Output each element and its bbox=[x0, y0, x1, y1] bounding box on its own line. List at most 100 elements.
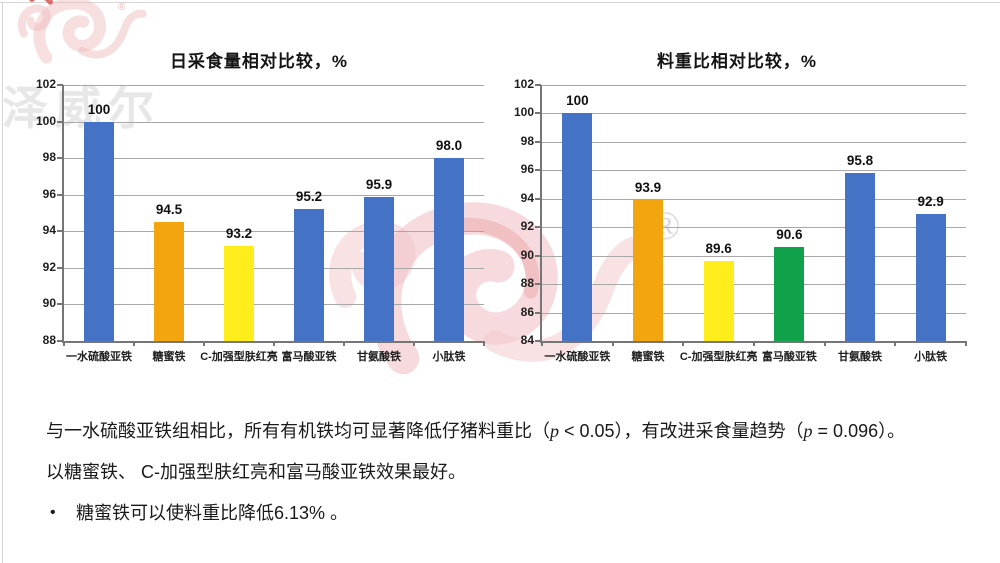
bar-value-label: 90.6 bbox=[776, 227, 803, 243]
bar-value-label: 93.9 bbox=[634, 180, 662, 196]
p-value-symbol: p bbox=[550, 421, 559, 441]
x-axis-tick bbox=[823, 341, 826, 346]
gridline bbox=[64, 158, 484, 160]
conclusion-line-1-text: < 0.05），有改进采食量趋势（ bbox=[559, 421, 804, 441]
bar bbox=[562, 113, 593, 341]
gridline bbox=[542, 284, 966, 286]
x-tick-label: 一水硫酸亚铁 bbox=[66, 351, 132, 363]
y-tick-label: 84 bbox=[520, 333, 534, 347]
x-tick-label: C-加强型肤红亮 bbox=[200, 351, 278, 363]
bar-value-label: 100 bbox=[566, 93, 589, 109]
p-value-symbol: p bbox=[803, 421, 813, 441]
conclusion-line-1-text: = 0.096）。 bbox=[812, 421, 906, 441]
gridline bbox=[542, 227, 966, 229]
y-axis-tick bbox=[57, 230, 63, 233]
gridline bbox=[64, 85, 484, 86]
y-tick-label: 96 bbox=[42, 186, 56, 201]
x-tick-label: 小肽铁 bbox=[432, 351, 466, 363]
x-axis-tick bbox=[202, 341, 205, 346]
y-axis-tick bbox=[57, 157, 63, 160]
feed-conversion-ratio-chart: 料重比相对比较，% 84 86 88 90 92 94 96 98 100 102 100 一水硫酸亚… bbox=[508, 45, 967, 363]
gridline bbox=[64, 231, 484, 233]
conclusion-line-1-text: 与一水硫酸亚铁组相比，所有有机铁均可显著降低仔猪料重比（ bbox=[46, 421, 550, 441]
y-tick-label: 96 bbox=[520, 162, 534, 177]
y-axis-tick bbox=[535, 311, 541, 314]
bar-value-label: 93.2 bbox=[225, 225, 253, 241]
gridline bbox=[64, 267, 484, 269]
x-tick-label: 甘氨酸铁 bbox=[838, 351, 882, 363]
bar bbox=[845, 173, 875, 341]
y-axis-tick bbox=[57, 120, 63, 123]
bar bbox=[433, 158, 464, 341]
chart-title: 日采食量相对比较，% bbox=[169, 52, 349, 71]
y-tick-label: 86 bbox=[520, 304, 534, 319]
conclusion-notes: 与一水硫酸亚铁组相比，所有有机铁均可显著降低仔猪料重比（p < 0.05），有改… bbox=[46, 420, 981, 524]
y-tick-label: 98 bbox=[520, 133, 534, 148]
gridline bbox=[64, 121, 484, 123]
y-axis-tick bbox=[535, 84, 541, 86]
conclusion-line-2: 以糖蜜铁、 C-加强型肤红亮和富马酸亚铁效果最好。 bbox=[46, 462, 466, 482]
bar-value-label: 95.2 bbox=[295, 189, 323, 205]
plot-area: 88 90 92 94 96 98 100 102 100 一水硫酸亚铁 94.5 糖蜜铁 93.2 C-… bbox=[36, 77, 485, 363]
y-tick-label: 88 bbox=[42, 333, 56, 347]
x-axis-tick bbox=[611, 341, 614, 346]
y-axis-tick bbox=[535, 283, 541, 286]
y-axis-tick bbox=[535, 169, 541, 172]
y-tick-label: 90 bbox=[520, 247, 534, 262]
bullet-icon: • bbox=[50, 504, 56, 521]
registered-trademark-icon: ® bbox=[118, 2, 126, 13]
y-tick-label: 90 bbox=[42, 296, 56, 311]
x-axis-tick bbox=[753, 341, 755, 346]
y-axis-tick bbox=[535, 226, 541, 229]
y-tick-label: 100 bbox=[513, 105, 534, 120]
x-axis-tick bbox=[483, 341, 485, 346]
bar-value-label: 95.9 bbox=[365, 176, 393, 192]
bar-value-label: 89.6 bbox=[705, 241, 732, 257]
gridline bbox=[64, 304, 484, 306]
bar bbox=[915, 214, 946, 341]
x-tick-label: C-加强型肤红亮 bbox=[679, 351, 758, 363]
bar bbox=[364, 196, 394, 341]
gridline bbox=[542, 85, 966, 86]
y-axis-tick bbox=[535, 197, 541, 200]
bullet-item: • 糖蜜铁可以使料重比降低6.13% 。 bbox=[46, 502, 981, 524]
chart-title: 料重比相对比较，% bbox=[656, 52, 818, 71]
y-tick-label: 98 bbox=[42, 150, 56, 165]
slide-left-border bbox=[2, 2, 3, 563]
bar bbox=[293, 209, 324, 341]
x-axis-tick bbox=[682, 341, 685, 346]
bar bbox=[83, 121, 114, 341]
gridline bbox=[542, 141, 966, 143]
x-axis-tick bbox=[413, 341, 415, 346]
y-axis-tick bbox=[57, 84, 63, 86]
bar bbox=[224, 245, 254, 341]
bar-value-label: 95.8 bbox=[846, 153, 874, 169]
bar bbox=[774, 247, 805, 341]
x-tick-label: 富马酸亚铁 bbox=[281, 351, 337, 363]
bar-value-label: 98.0 bbox=[435, 138, 463, 154]
conclusion-line-1: 与一水硫酸亚铁组相比，所有有机铁均可显著降低仔猪料重比（p < 0.05），有改… bbox=[46, 420, 981, 442]
y-axis-tick bbox=[57, 303, 63, 306]
y-axis-tick bbox=[57, 193, 63, 196]
gridline bbox=[542, 312, 966, 314]
bar bbox=[703, 261, 734, 341]
gridline bbox=[542, 255, 966, 257]
x-axis-tick bbox=[132, 341, 135, 346]
x-axis-tick bbox=[894, 341, 897, 346]
bullet-text: 糖蜜铁可以使料重比降低6.13% 。 bbox=[76, 503, 349, 523]
y-axis-tick bbox=[535, 140, 541, 143]
x-tick-label: 富马酸亚铁 bbox=[761, 351, 817, 363]
x-axis-tick bbox=[541, 341, 543, 346]
y-tick-label: 92 bbox=[42, 259, 56, 274]
y-tick-label: 94 bbox=[520, 190, 534, 205]
x-axis-tick bbox=[965, 341, 967, 346]
x-tick-label: 小肽铁 bbox=[914, 351, 948, 363]
y-tick-label: 94 bbox=[42, 223, 56, 238]
gridline bbox=[542, 113, 966, 115]
x-tick-label: 糖蜜铁 bbox=[152, 351, 186, 363]
bar-value-label: 94.5 bbox=[155, 202, 183, 218]
bar bbox=[154, 222, 184, 341]
x-axis-tick bbox=[63, 341, 65, 346]
x-axis-tick bbox=[342, 341, 345, 346]
